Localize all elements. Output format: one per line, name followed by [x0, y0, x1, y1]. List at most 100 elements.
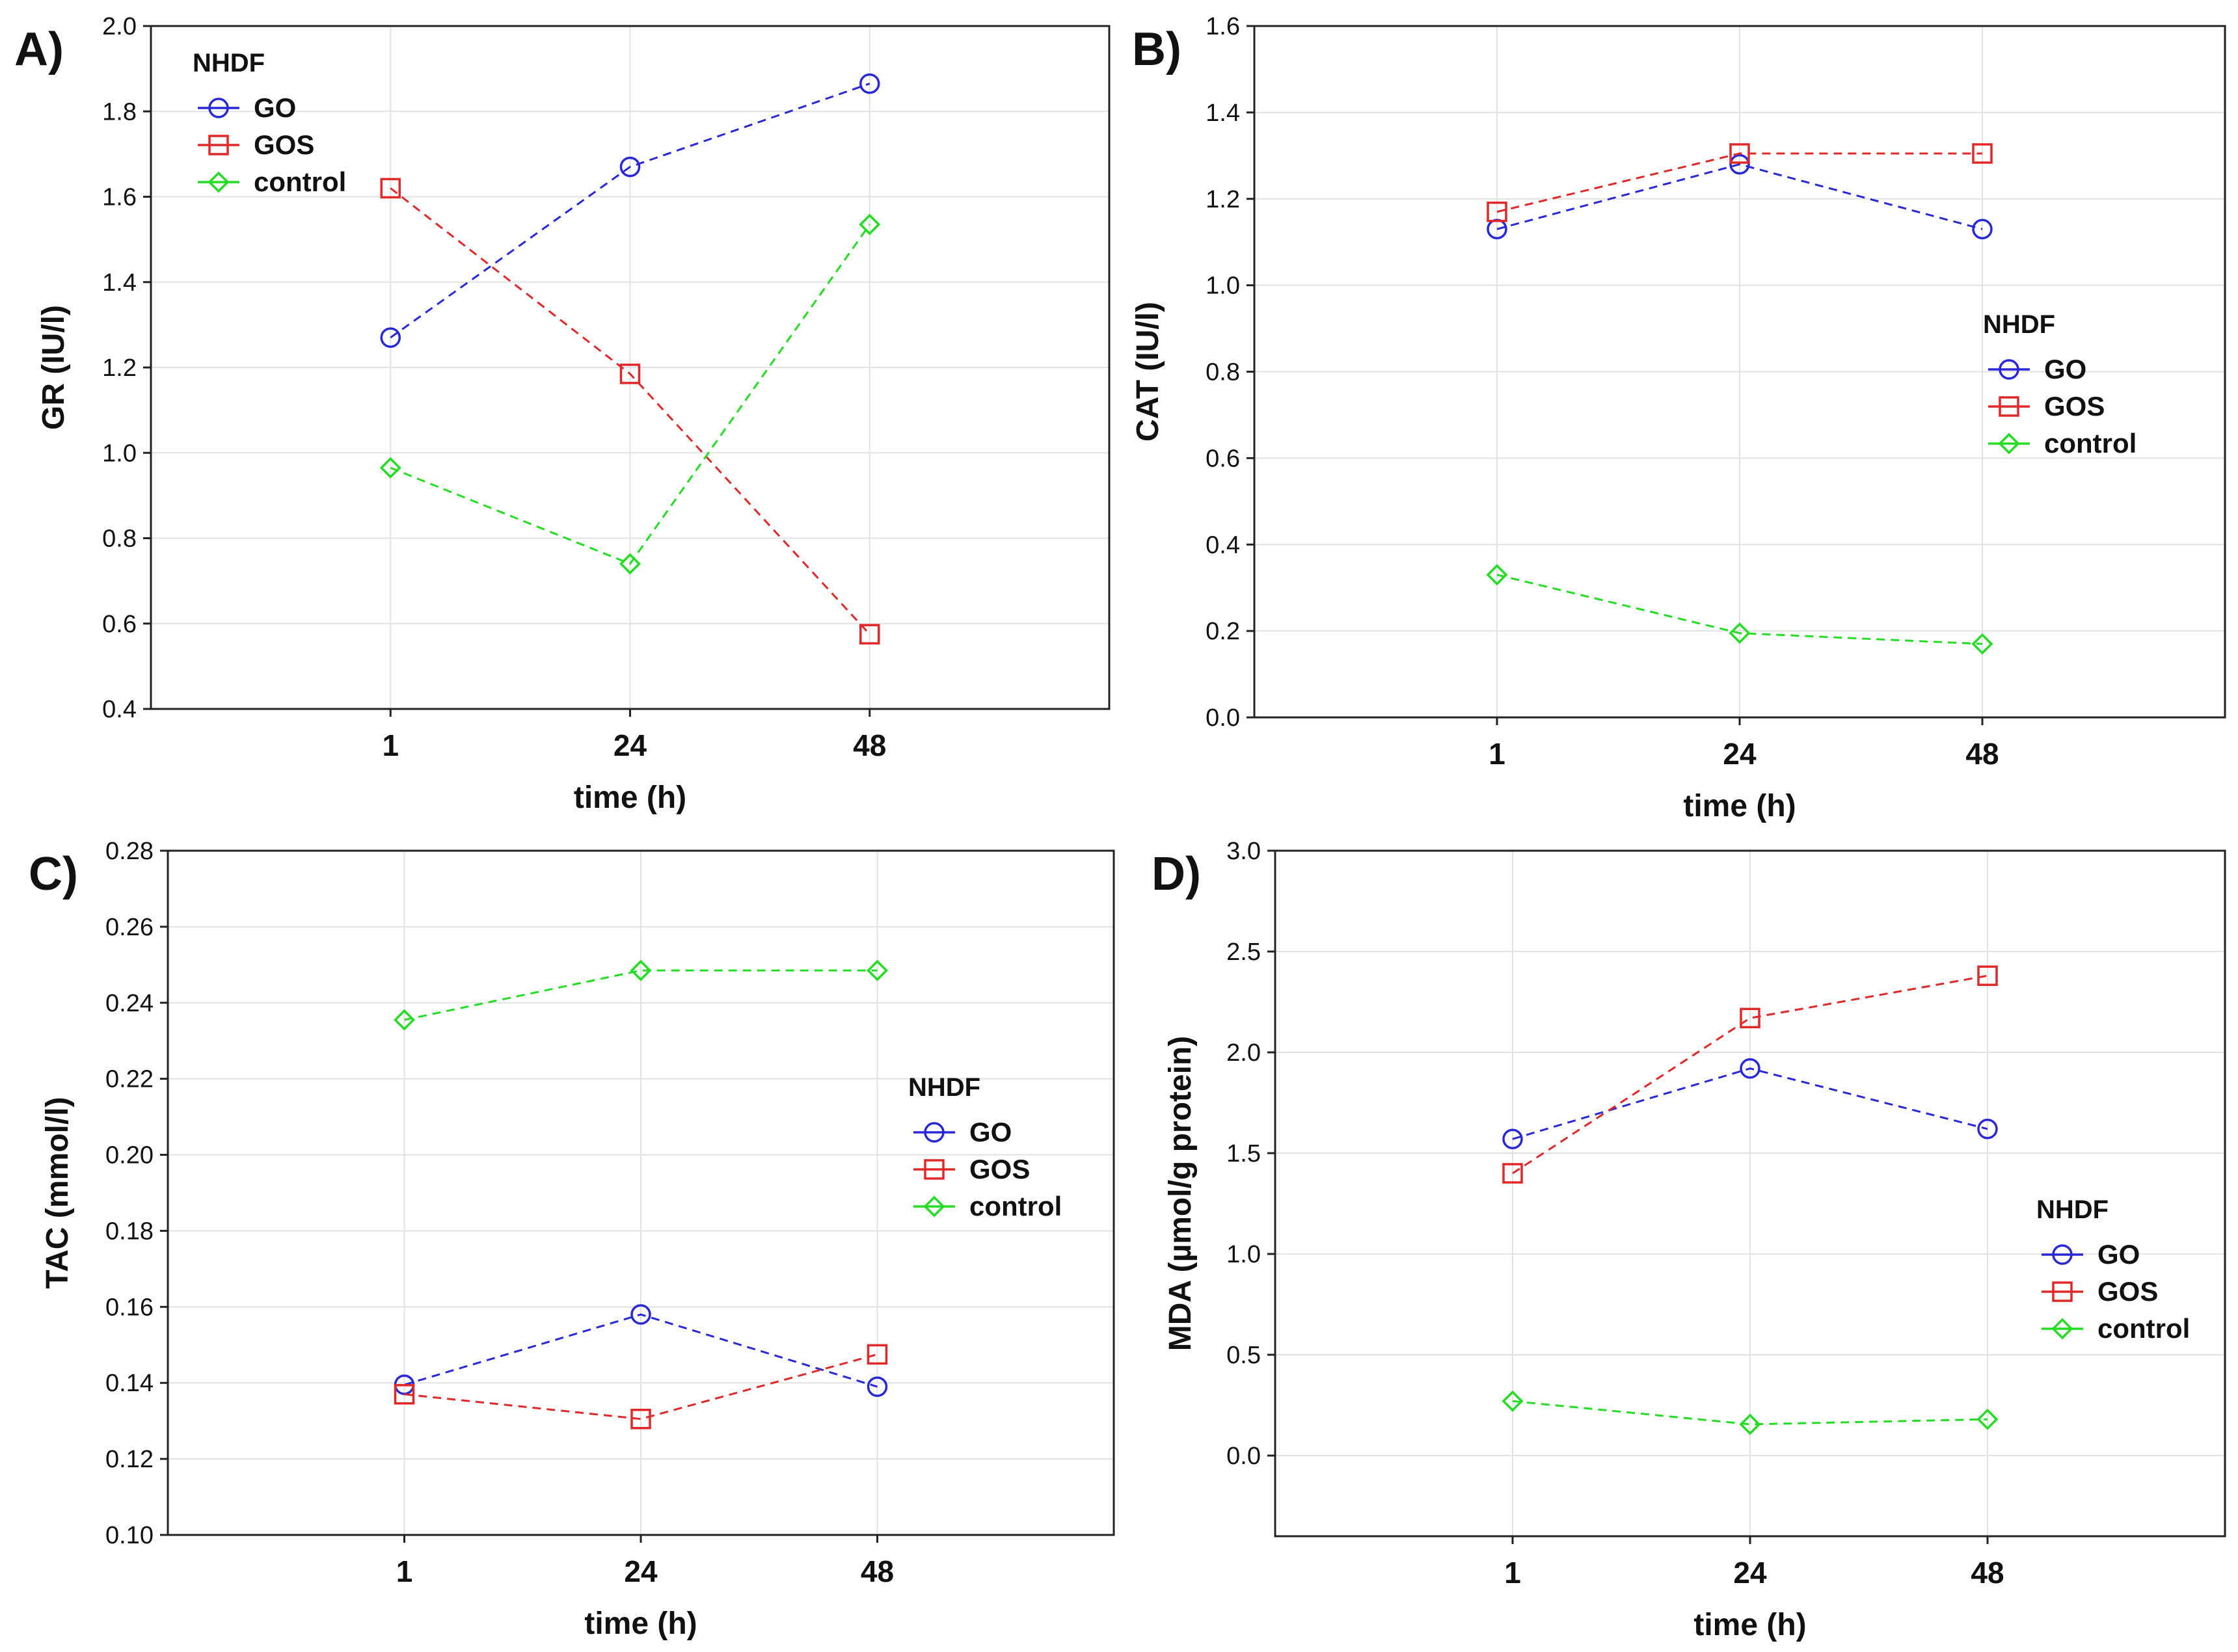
point-gos — [1972, 143, 1993, 164]
y-tick-label: 0.14 — [105, 1370, 154, 1397]
x-tick-label: 1 — [1489, 737, 1505, 771]
y-tick-label: 1.5 — [1226, 1140, 1261, 1167]
point-go — [1972, 219, 1993, 240]
y-axis-title: CAT (IU/l) — [1131, 302, 1165, 442]
panel-letter: C) — [29, 848, 78, 900]
y-tick-label: 0.8 — [102, 526, 137, 553]
legend: NHDF GO GOS control — [2036, 1195, 2190, 1344]
y-tick-label: 0.6 — [1206, 445, 1240, 472]
series-line-gos — [1512, 974, 1988, 1175]
y-tick-label: 2.0 — [1226, 1039, 1261, 1067]
y-tick-label: 0.8 — [1206, 359, 1240, 386]
legend-label: control — [2097, 1313, 2190, 1344]
legend-marker-go — [208, 98, 229, 118]
legend-label: GOS — [254, 129, 314, 160]
panel-c: 0.10 0.12 0.14 0.16 0.18 0.20 0.22 0.24 0.26 0.28… — [29, 838, 1115, 1641]
y-axis-title: TAC (mmol/l) — [40, 1097, 75, 1288]
y-tick-label: 0.16 — [105, 1294, 154, 1321]
x-tick-label: 24 — [613, 728, 647, 762]
y-tick-label: 1.0 — [102, 440, 137, 467]
y-tick-label: 1.0 — [1226, 1241, 1261, 1268]
series-line-go — [404, 1313, 878, 1388]
legend-label: control — [254, 167, 346, 197]
point-gos — [1977, 965, 1998, 986]
x-axis-title: time (h) — [584, 1606, 697, 1641]
series-line-gos — [390, 187, 870, 635]
y-tick-label: 0.4 — [102, 696, 137, 723]
legend: NHDF GO GOS control — [193, 49, 346, 197]
legend-marker-go — [924, 1122, 945, 1143]
series-line-gos — [1496, 152, 1982, 213]
point-gos — [630, 1408, 651, 1430]
legend-marker-gos — [2052, 1281, 2073, 1302]
x-tick-label: 1 — [382, 728, 399, 762]
x-axis-title: time (h) — [574, 780, 686, 815]
point-gos — [1487, 201, 1507, 222]
x-tick-label: 48 — [861, 1554, 894, 1588]
y-tick-label: 1.4 — [102, 269, 137, 297]
y-tick-label: 1.2 — [1206, 186, 1240, 213]
panel-letter: D) — [1152, 848, 1201, 900]
point-control — [1739, 1413, 1761, 1435]
legend-marker-control — [208, 171, 230, 193]
legend-title: NHDF — [193, 49, 265, 77]
point-gos — [619, 364, 641, 384]
y-tick-label: 0.5 — [1226, 1342, 1261, 1369]
point-go — [867, 1376, 888, 1397]
y-tick-label: 0.2 — [1206, 618, 1240, 645]
point-control — [1971, 633, 1993, 655]
point-control — [1486, 564, 1508, 586]
legend-label: GO — [254, 92, 296, 123]
legend-label: GO — [969, 1117, 1012, 1147]
point-gos — [867, 1344, 888, 1365]
point-go — [1740, 1058, 1760, 1079]
y-tick-label: 0.20 — [105, 1142, 154, 1169]
panel-letter: A) — [14, 23, 64, 75]
legend-label: control — [969, 1191, 1062, 1221]
y-tick-label: 0.26 — [105, 914, 154, 941]
series-line-go — [390, 83, 870, 339]
legend-marker-go — [1999, 359, 2019, 380]
panel-a: 0.4 0.6 0.8 1.0 1.2 1.4 1.6 1.8 2.0 1 24 48 time (h)… — [14, 13, 1111, 815]
legend-marker-gos — [1999, 396, 2019, 417]
panel-letter: B) — [1132, 23, 1181, 75]
legend-marker-go — [2052, 1244, 2073, 1265]
point-control — [1502, 1390, 1524, 1412]
legend-marker-control — [2051, 1318, 2073, 1340]
x-tick-label: 24 — [1733, 1556, 1767, 1590]
point-go — [859, 73, 880, 94]
legend-marker-control — [923, 1195, 945, 1218]
point-gos — [859, 624, 880, 645]
y-axis-title: MDA (µmol/g protein) — [1163, 1036, 1198, 1351]
point-control — [630, 959, 652, 981]
point-gos — [394, 1384, 415, 1405]
point-control — [394, 1009, 415, 1031]
point-control — [867, 959, 888, 981]
y-tick-label: 0.0 — [1226, 1443, 1261, 1470]
y-tick-label: 0.22 — [105, 1066, 154, 1093]
point-gos — [1502, 1163, 1523, 1184]
y-tick-label: 0.28 — [105, 838, 154, 865]
legend-label: GO — [2044, 354, 2086, 384]
legend-title: NHDF — [1983, 310, 2055, 339]
series-line-control — [1512, 1400, 1988, 1426]
legend: NHDF GO GOS control — [908, 1073, 1062, 1221]
legend-marker-gos — [924, 1159, 945, 1180]
legend-label: GOS — [2044, 391, 2105, 421]
x-tick-label: 48 — [1965, 737, 1999, 771]
point-go — [1977, 1119, 1998, 1139]
legend-label: control — [2044, 428, 2137, 459]
legend-marker-control — [1998, 433, 2020, 455]
x-tick-label: 48 — [1971, 1556, 2004, 1590]
legend-label: GOS — [969, 1154, 1030, 1184]
y-tick-label: 0.0 — [1206, 704, 1240, 732]
point-go — [1502, 1128, 1523, 1150]
legend-title: NHDF — [2036, 1195, 2109, 1224]
legend-label: GOS — [2097, 1276, 2158, 1307]
point-go — [380, 327, 401, 348]
y-tick-label: 0.6 — [102, 611, 137, 638]
series-line-go — [1496, 163, 1983, 230]
y-tick-label: 0.12 — [105, 1446, 154, 1473]
legend-title: NHDF — [908, 1073, 980, 1102]
